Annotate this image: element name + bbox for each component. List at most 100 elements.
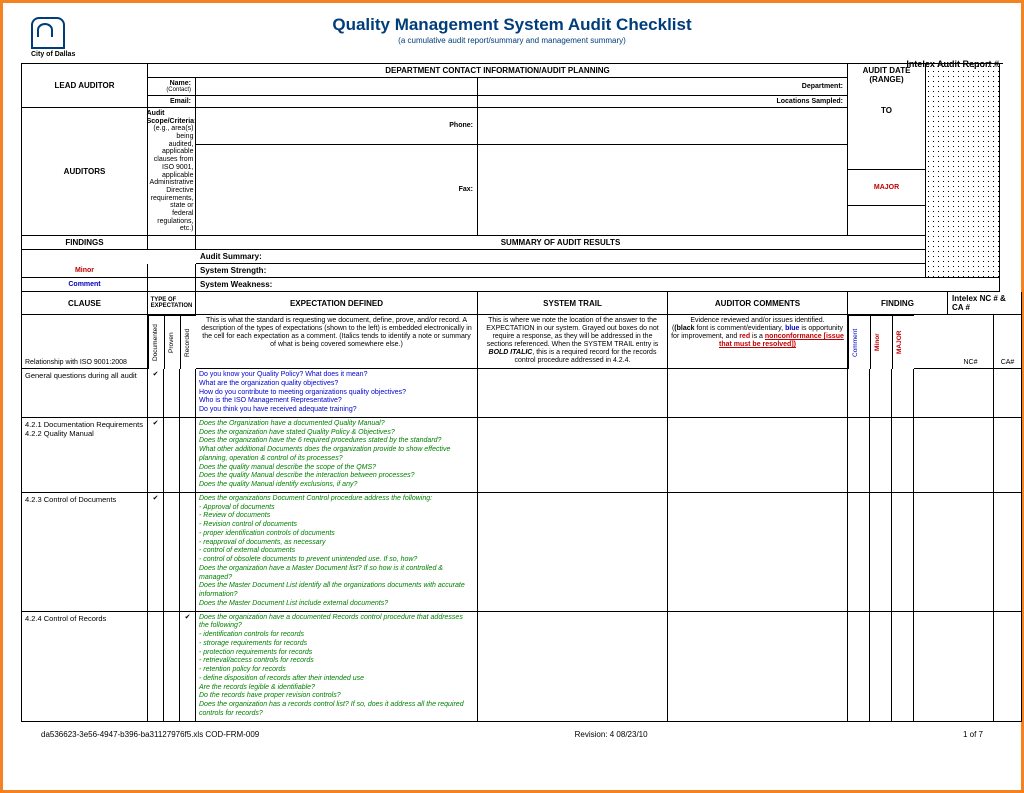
table-row: 4.2.1 Documentation Requirements4.2.2 Qu…: [21, 418, 1003, 493]
comments-cell[interactable]: [668, 418, 848, 493]
fax-label: Fax:: [196, 145, 478, 236]
ca-cell[interactable]: [994, 418, 1022, 493]
trail-cell[interactable]: [478, 418, 668, 493]
f-comment[interactable]: [848, 418, 870, 493]
check-documented[interactable]: [148, 612, 164, 722]
table-row: General questions during all audit✔ Do yo…: [21, 369, 1003, 418]
comments-cell[interactable]: [668, 493, 848, 612]
name-label: Name: (Contact): [148, 78, 196, 96]
f-minor[interactable]: [870, 418, 892, 493]
f-major[interactable]: [892, 369, 914, 418]
questions-cell: Does the organizations Document Control …: [196, 493, 478, 612]
strength-label: System Strength:: [196, 264, 926, 278]
h-type: TYPE OF EXPECTATION: [148, 292, 196, 315]
top-form: LEAD AUDITOR DEPARTMENT CONTACT INFORMAT…: [21, 63, 1003, 292]
h-finding: FINDING: [848, 292, 948, 315]
ca-cell[interactable]: [994, 369, 1022, 418]
blank: [914, 418, 948, 493]
check-recorded[interactable]: [180, 369, 196, 418]
comment-label: Comment: [22, 278, 148, 292]
page-title: Quality Management System Audit Checklis…: [21, 15, 1003, 35]
check-proven[interactable]: [164, 612, 180, 722]
check-documented[interactable]: ✔: [148, 418, 164, 493]
comment-value[interactable]: [148, 278, 196, 292]
h-trail: SYSTEM TRAIL: [478, 292, 668, 315]
questions-cell: Does the organization have a documented …: [196, 612, 478, 722]
f-major[interactable]: [892, 493, 914, 612]
ca-cell[interactable]: [994, 612, 1022, 722]
f-minor[interactable]: [870, 612, 892, 722]
footer-left: da536623-3e56-4947-b396-ba31127976f5.xls…: [41, 730, 259, 739]
table-row: 4.2.4 Control of Records✔Does the organi…: [21, 612, 1003, 722]
check-documented[interactable]: ✔: [148, 369, 164, 418]
clause-cell: 4.2.3 Control of Documents: [22, 493, 148, 612]
dh-comments: Evidence reviewed and/or issues identifi…: [668, 315, 848, 369]
check-proven[interactable]: [164, 418, 180, 493]
f-major[interactable]: [892, 418, 914, 493]
f-comment[interactable]: [848, 493, 870, 612]
clause-cell: 4.2.1 Documentation Requirements4.2.2 Qu…: [22, 418, 148, 493]
logo-text: City of Dallas: [31, 51, 121, 58]
check-documented[interactable]: ✔: [148, 493, 164, 612]
f-major[interactable]: [892, 612, 914, 722]
trail-cell[interactable]: [478, 493, 668, 612]
h-comments: AUDITOR COMMENTS: [668, 292, 848, 315]
check-recorded[interactable]: ✔: [180, 612, 196, 722]
email-value[interactable]: [196, 96, 478, 108]
footer: da536623-3e56-4947-b396-ba31127976f5.xls…: [21, 722, 1003, 739]
questions-cell: Do you know your Quality Policy? What do…: [196, 369, 478, 418]
name-value[interactable]: [196, 78, 478, 96]
weakness-label: System Weakness:: [196, 278, 1000, 292]
lead-auditor-label: LEAD AUDITOR: [22, 64, 148, 108]
email-label: Email:: [148, 96, 196, 108]
h-intelex: Intelex NC # & CA #: [948, 292, 1022, 315]
check-proven[interactable]: [164, 493, 180, 612]
fax-value[interactable]: [478, 145, 848, 236]
dh-clause: Relationship with ISO 9001:2008: [22, 315, 148, 369]
dotted-area: [926, 64, 1000, 278]
dh-nc: NC#: [948, 315, 994, 369]
check-proven[interactable]: [164, 369, 180, 418]
nc-cell[interactable]: [948, 493, 994, 612]
nc-cell[interactable]: [948, 369, 994, 418]
summary-header: SUMMARY OF AUDIT RESULTS: [196, 236, 926, 250]
dh-f-comment: Comment: [848, 315, 870, 369]
comments-cell[interactable]: [668, 369, 848, 418]
trail-cell[interactable]: [478, 612, 668, 722]
dh-f-major: MAJOR: [892, 315, 914, 369]
major-label: MAJOR: [848, 170, 926, 207]
logo-icon: [31, 17, 65, 49]
logo-block: City of Dallas: [31, 17, 121, 58]
minor-value[interactable]: [148, 264, 196, 278]
clause-cell: General questions during all audit: [22, 369, 148, 418]
major-value[interactable]: [848, 206, 926, 236]
nc-cell[interactable]: [948, 418, 994, 493]
dh-expectation: This is what the standard is requesting …: [196, 315, 478, 369]
f-comment[interactable]: [848, 369, 870, 418]
blank: [914, 493, 948, 612]
scope-block: Audit Scope/Criteria: (e.g., area(s) bei…: [148, 108, 196, 236]
check-recorded[interactable]: [180, 418, 196, 493]
f-minor[interactable]: [870, 493, 892, 612]
nc-cell[interactable]: [948, 612, 994, 722]
intelex-report-label: Intelex Audit Report #: [906, 59, 999, 69]
questions-cell: Does the Organization have a documented …: [196, 418, 478, 493]
to-label: TO: [881, 106, 892, 115]
findings-gap: [148, 236, 196, 250]
trail-cell[interactable]: [478, 369, 668, 418]
ca-cell[interactable]: [994, 493, 1022, 612]
phone-label: Phone:: [196, 108, 478, 145]
f-comment[interactable]: [848, 612, 870, 722]
phone-value[interactable]: [478, 108, 848, 145]
detail-header: Relationship with ISO 9001:2008 Document…: [21, 315, 1003, 369]
dh-f-minor: Minor: [870, 315, 892, 369]
check-recorded[interactable]: [180, 493, 196, 612]
audit-summary-label: Audit Summary:: [196, 250, 926, 264]
page-subtitle: (a cumulative audit report/summary and m…: [21, 36, 1003, 45]
dh-trail: This is where we note the location of th…: [478, 315, 668, 369]
comments-cell[interactable]: [668, 612, 848, 722]
f-minor[interactable]: [870, 369, 892, 418]
dh-documented: Documented: [148, 315, 164, 369]
blank: [914, 369, 948, 418]
column-headers: CLAUSE TYPE OF EXPECTATION EXPECTATION D…: [21, 292, 1003, 315]
